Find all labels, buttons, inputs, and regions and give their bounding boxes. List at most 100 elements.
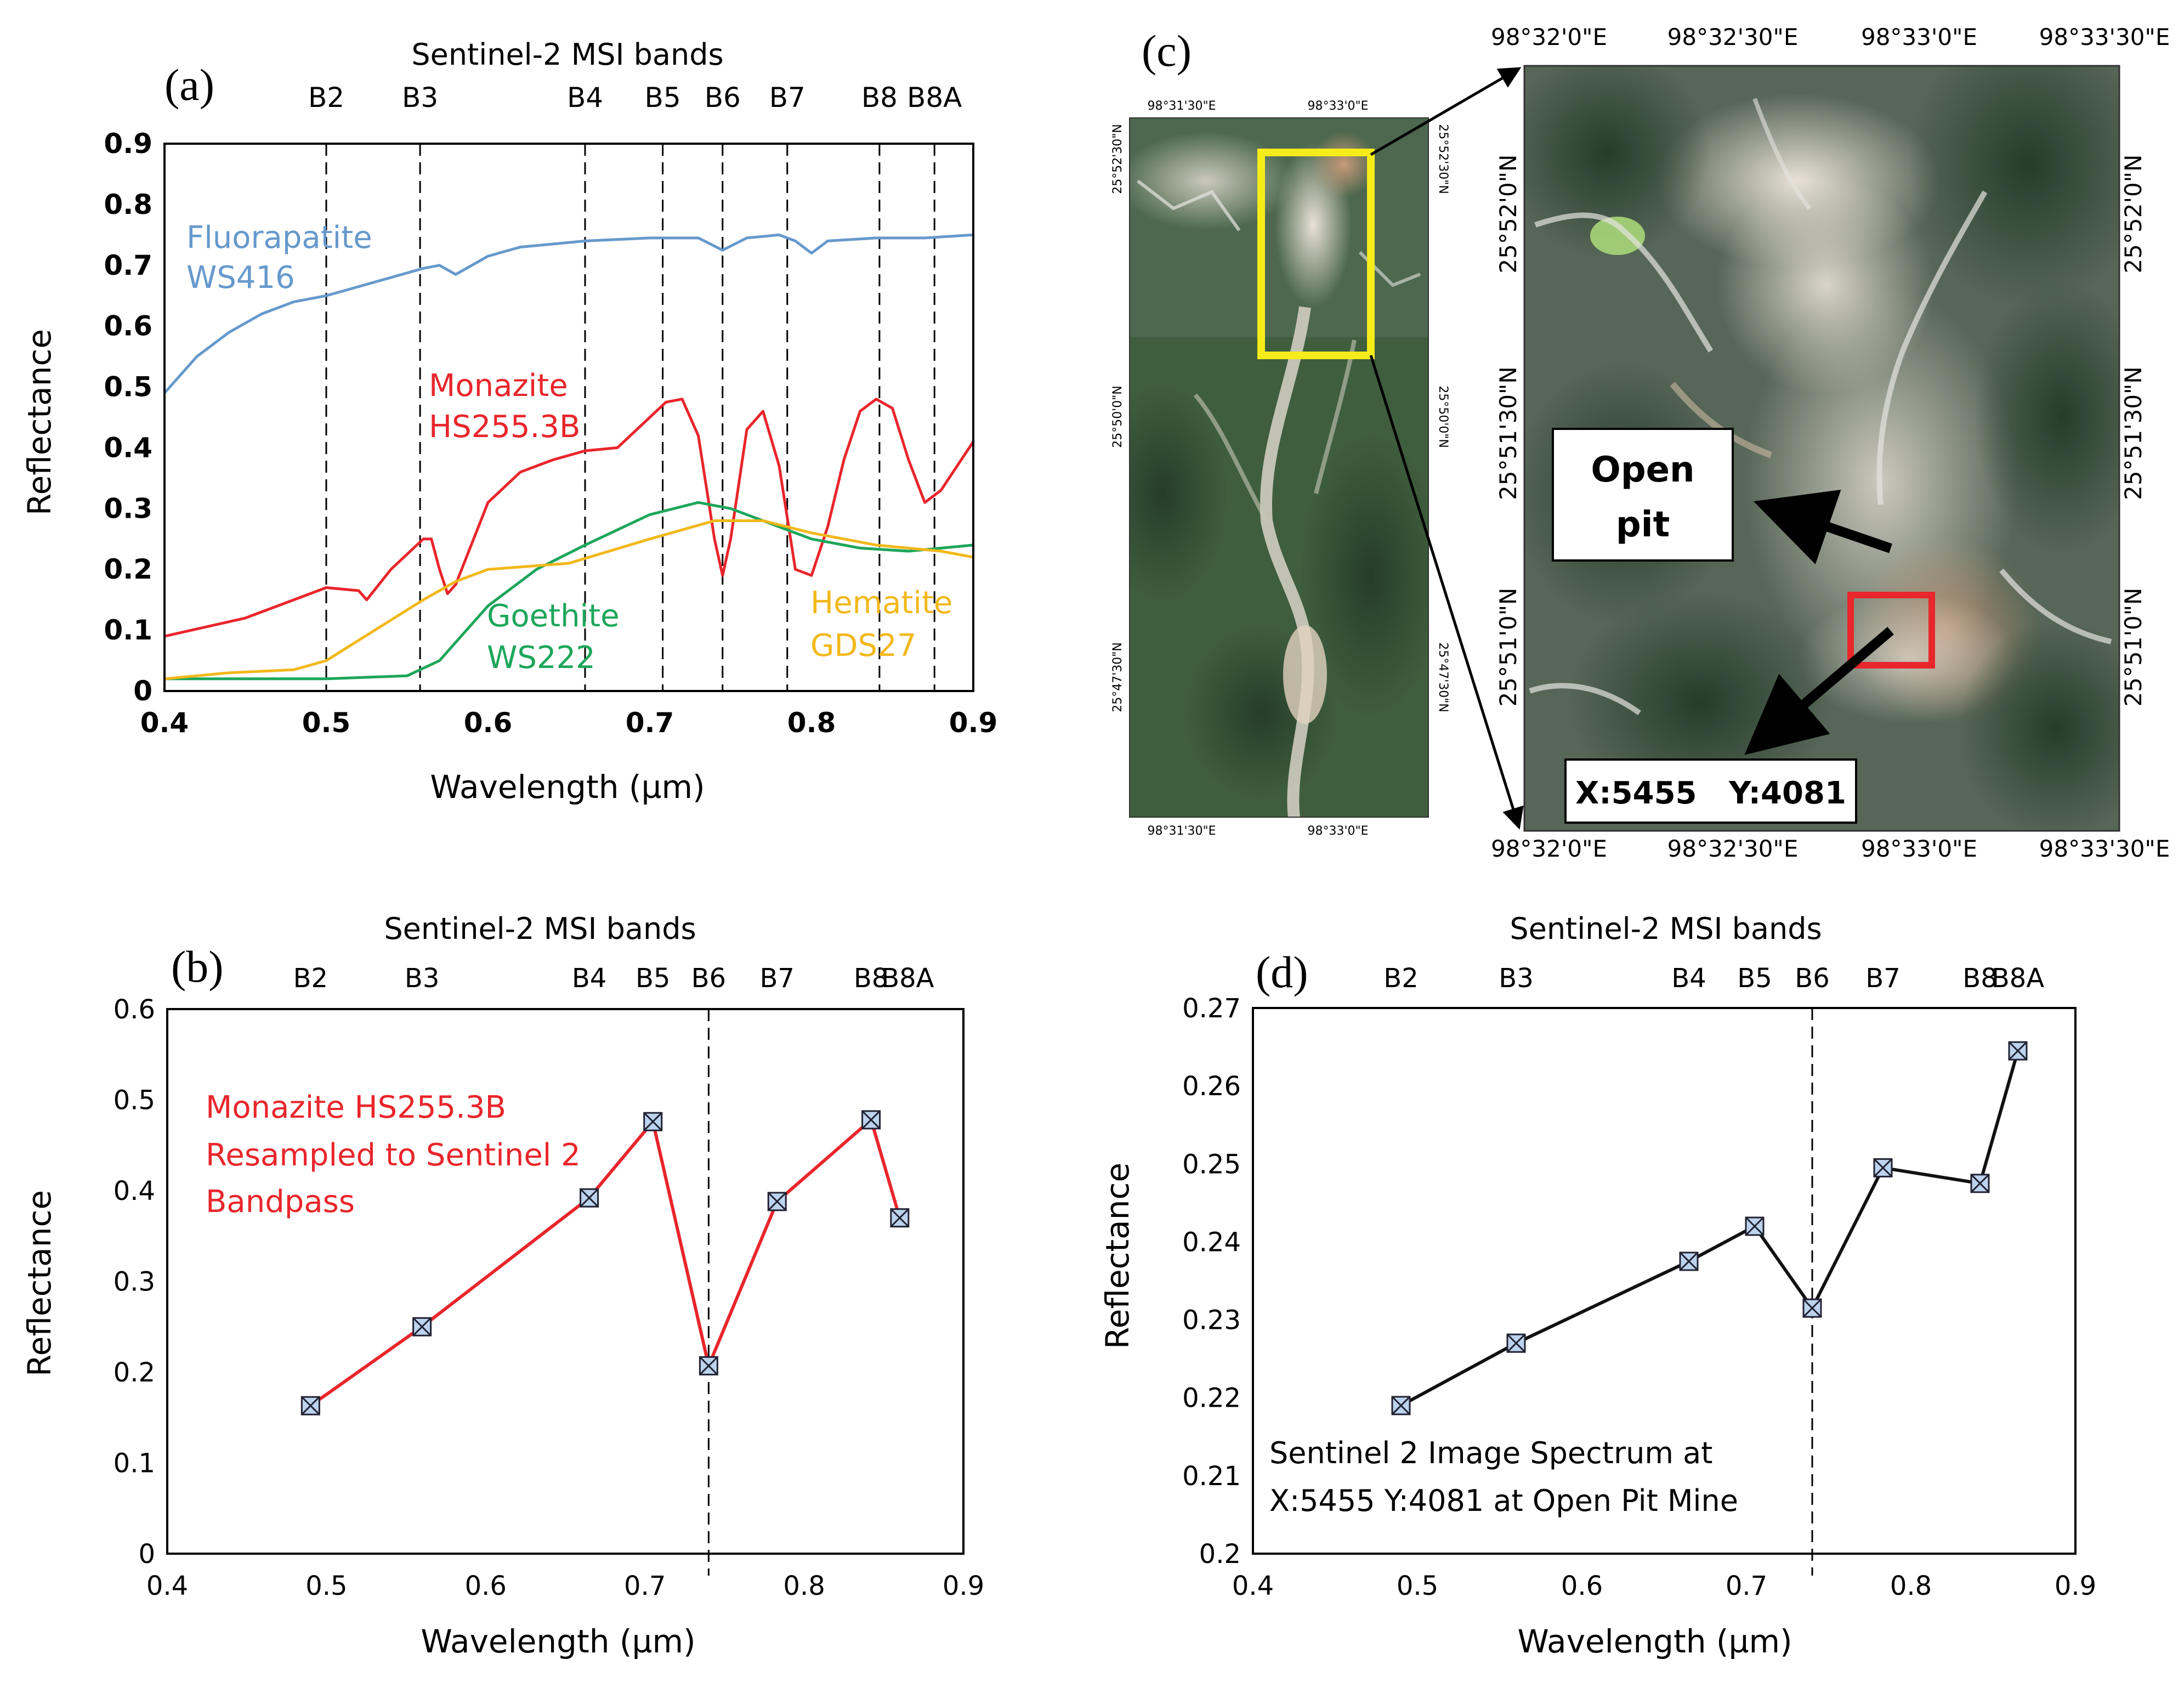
panel-d-x-ticks: 0.4 0.5 0.6 0.7 0.8 0.9	[1232, 1571, 2096, 1601]
panel-a-ytick-8: 0.8	[104, 189, 152, 220]
panel-d-band-B4: B4	[1671, 963, 1706, 994]
panel-b-ytick-6: 0.6	[114, 994, 155, 1025]
panel-a-plot-frame	[163, 143, 974, 692]
panel-d-marker-6	[1970, 1174, 1990, 1193]
panel-d-band-B5: B5	[1737, 963, 1772, 994]
panel-b-ytick-5: 0.5	[114, 1085, 155, 1116]
panel-d-ytick-2: 0.22	[1182, 1383, 1241, 1414]
panel-a-ytick-1: 0.1	[104, 614, 152, 646]
panel-a-xtick-3: 0.7	[626, 707, 674, 739]
panel-b-xtick-5: 0.9	[943, 1571, 984, 1601]
panel-b-y-ticks: 0 0.1 0.2 0.3 0.4 0.5 0.6	[114, 994, 155, 1570]
detail-top-coord-3: 98°33'0"E	[1861, 24, 1977, 50]
panel-a-band-B4: B4	[567, 82, 603, 114]
detail-bottom-coord-2: 98°32'30"E	[1667, 835, 1799, 862]
panel-d-marker-4	[1802, 1298, 1822, 1318]
panel-b-title: Sentinel-2 MSI bands	[384, 911, 696, 946]
panel-b-marker-7	[890, 1208, 910, 1228]
detail-top-coord-1: 98°32'0"E	[1491, 24, 1607, 50]
panel-a-band-B8: B8	[861, 82, 898, 114]
overview-top-coord-1: 98°31'30"E	[1147, 99, 1216, 113]
panel-b-series-line-0	[309, 1118, 901, 1407]
connector-arrow-bottom	[1369, 355, 1524, 830]
sample-location-box	[1847, 592, 1935, 669]
detail-right-coord-3: 25°51'0"N	[2120, 588, 2147, 707]
panel-b-band-B8A: B8A	[881, 963, 934, 994]
detail-top-coord-2: 98°32'30"E	[1667, 24, 1799, 50]
panel-b-marker-2	[580, 1188, 599, 1208]
panel-a-ytick-7: 0.7	[104, 250, 152, 281]
overview-left-coord-1: 25°52'30"N	[1111, 124, 1125, 194]
open-pit-label-2: pit	[1616, 505, 1670, 545]
panel-d-band-B7: B7	[1865, 963, 1900, 994]
panel-b-annotation-2: Resampled to Sentinel 2	[206, 1137, 581, 1173]
panel-d-band-B8A: B8A	[1992, 963, 2044, 994]
panel-a-ytick-5: 0.5	[104, 371, 152, 403]
detail-bottom-coord-3: 98°33'0"E	[1861, 835, 1977, 862]
panel-b-marker-4	[699, 1356, 718, 1375]
goethite-label-1: Goethite	[487, 598, 620, 634]
panel-a-xlabel: Wavelength (µm)	[430, 768, 705, 806]
panel-a-band-B5: B5	[645, 82, 681, 114]
panel-a-xtick-4: 0.8	[787, 707, 836, 739]
panel-d-title: Sentinel-2 MSI bands	[1510, 911, 1822, 946]
panel-d-marker-7	[2008, 1041, 2028, 1061]
panel-b-xtick-4: 0.8	[783, 1571, 825, 1601]
sample-location-arrow	[1744, 627, 1894, 755]
location-callout-text: X:5455 Y:4081	[1575, 775, 1846, 811]
panel-a-x-ticks: 0.4 0.5 0.6 0.7 0.8 0.9	[140, 707, 998, 739]
fluorapatite-label-2: WS416	[186, 260, 295, 296]
panel-b-xtick-0: 0.4	[146, 1571, 188, 1601]
hematite-label-2: GDS27	[810, 628, 916, 664]
panel-a-series-line-3	[164, 519, 974, 681]
detail-top-coord-4: 98°33'30"E	[2039, 24, 2170, 50]
panel-a-band-labels: B2 B3 B4 B5 B6 B7 B8 B8A	[308, 82, 962, 114]
panel-b-x-ticks: 0.4 0.5 0.6 0.7 0.8 0.9	[146, 1571, 984, 1601]
panel-a-series-line-1	[164, 398, 975, 638]
detail-left-coord-2: 25°51'30"N	[1495, 366, 1522, 500]
panel-d-ytick-0: 0.2	[1199, 1539, 1241, 1570]
panel-d-ytick-1: 0.21	[1182, 1461, 1241, 1492]
panel-c-label: (c)	[1142, 26, 1192, 76]
open-pit-callout-box	[1552, 428, 1734, 562]
panel-d-marker-0	[1391, 1396, 1411, 1415]
panel-a-ytick-6: 0.6	[104, 310, 152, 342]
panel-a-xtick-2: 0.6	[464, 707, 513, 739]
panel-b-band-B4: B4	[572, 963, 606, 994]
panel-a-ytick-2: 0.2	[104, 553, 152, 585]
panel-a-band-B2: B2	[308, 82, 344, 114]
location-callout-box	[1564, 758, 1857, 824]
panel-b-ytick-2: 0.2	[114, 1357, 155, 1388]
panel-d-annotation-1: Sentinel 2 Image Spectrum at	[1269, 1436, 1712, 1470]
panel-d-band-B8: B8	[1962, 963, 1997, 994]
panel-a-band-lines	[325, 144, 935, 691]
overview-right-coord-3: 25°47'30"N	[1436, 642, 1450, 712]
panel-a-title: Sentinel-2 MSI bands	[411, 37, 723, 72]
panel-d-xtick-1: 0.5	[1397, 1571, 1438, 1601]
panel-d-xtick-3: 0.7	[1726, 1571, 1767, 1601]
overview-bottom-coord-1: 98°31'30"E	[1147, 824, 1216, 838]
panel-d-ytick-3: 0.23	[1182, 1305, 1241, 1336]
panel-b-label: (b)	[171, 942, 224, 992]
panel-a: (a) Sentinel-2 MSI bands B2 B3 B4 B5 B6 B7 B8 B…	[21, 37, 997, 806]
panel-d-marker-5	[1873, 1158, 1893, 1177]
detail-frame	[1523, 65, 2120, 832]
panel-b-xtick-1: 0.5	[305, 1571, 347, 1601]
panel-a-ylabel: Reflectance	[21, 329, 58, 516]
panel-d-xtick-0: 0.4	[1232, 1571, 1274, 1601]
panel-b-ytick-1: 0.1	[114, 1448, 155, 1479]
panel-a-xtick-1: 0.5	[302, 707, 351, 739]
panel-b-annotation-1: Monazite HS255.3B	[206, 1090, 506, 1125]
panel-d-ytick-5: 0.25	[1182, 1149, 1241, 1180]
monazite-label-2: HS255.3B	[429, 409, 580, 445]
panel-a-band-B8A: B8A	[907, 82, 962, 114]
panel-c: (c) 98°31'30"E 98°33'0"E 98°31'30"E 98°3…	[1111, 24, 2170, 862]
connector-arrow-top	[1370, 67, 1522, 156]
overview-bottom-coord-2: 98°33'0"E	[1307, 824, 1368, 838]
panel-a-band-B7: B7	[769, 82, 805, 114]
panel-b-plot-frame	[166, 1008, 965, 1555]
overview-frame	[1129, 117, 1429, 818]
panel-d-band-B3: B3	[1499, 963, 1533, 994]
